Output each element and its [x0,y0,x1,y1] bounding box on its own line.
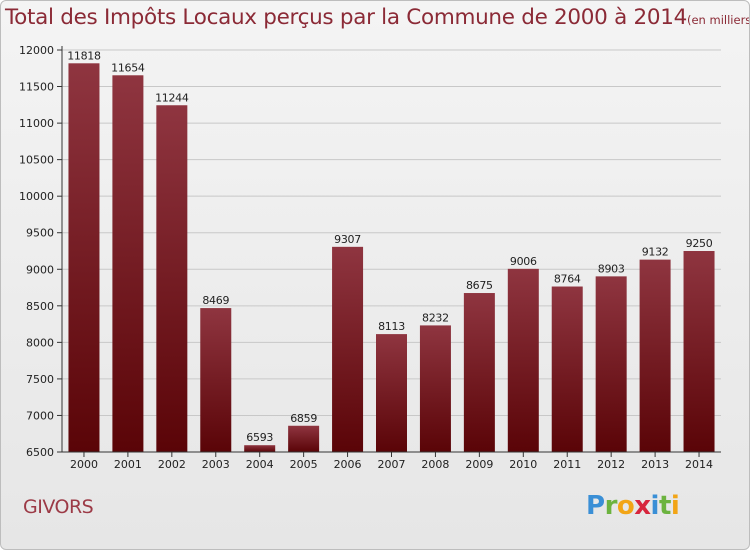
data-label: 9307 [334,233,361,246]
logo-letter: t [658,491,671,521]
x-tick-label: 2000 [70,458,98,471]
y-tick-label: 12000 [19,44,54,57]
x-tick-label: 2004 [246,458,274,471]
data-label: 9006 [510,255,537,268]
y-tick-label: 11000 [19,117,54,130]
logo-letter: P [586,491,605,521]
axes: 6500 7000 7500 8000 8500 9000 9500 10000 10500 11… [19,44,721,471]
bar-2007 [376,334,407,452]
bar-2010 [507,268,539,452]
y-tick-label: 9000 [26,263,54,276]
x-tick-label: 2010 [509,458,537,471]
x-tick-label: 2006 [334,458,362,471]
x-tick-label: 2002 [158,458,186,471]
data-label: 8469 [202,294,229,307]
bar-2011 [551,286,583,452]
bar-2003 [200,308,232,452]
y-tick-label: 7500 [26,373,54,386]
chart-title: Total des Impôts Locaux perçus par la Co… [5,5,750,30]
data-label: 8903 [598,262,625,275]
chart-title-unit: (en milliers d'€) [687,13,750,27]
y-tick-label: 10000 [19,190,54,203]
data-label: 11654 [111,61,145,74]
bar-2005 [288,425,320,452]
bar-2006 [332,246,364,452]
x-tick-label: 2012 [597,458,625,471]
x-tick-label: 2009 [465,458,493,471]
logo-letter: i [670,491,680,521]
bar-2012 [595,276,627,452]
x-tick-label: 2001 [114,458,142,471]
bar-2004 [244,445,276,452]
x-tick-label: 2014 [685,458,713,471]
chart-title-text: Total des Impôts Locaux perçus par la Co… [5,5,687,30]
y-tick-label: 11500 [19,81,54,94]
bar-2001 [112,75,144,452]
data-label: 11818 [67,49,101,62]
data-label: 8113 [378,320,405,333]
bar-2008 [419,325,451,452]
x-tick-label: 2011 [553,458,581,471]
logo-letter: x [634,491,651,521]
y-tick-label: 6500 [26,446,54,459]
data-label: 9250 [686,237,713,250]
x-tick-label: 2013 [641,458,669,471]
y-tick-label: 8500 [26,300,54,313]
bar-2013 [639,259,671,452]
data-label: 8675 [466,279,493,292]
x-tick-label: 2005 [290,458,318,471]
data-label: 8764 [554,273,581,286]
data-label: 6859 [290,412,317,425]
y-tick-label: 9500 [26,227,54,240]
y-tick-label: 10500 [19,154,54,167]
bar-2002 [156,105,188,453]
bar-2014 [683,251,715,452]
x-tick-label: 2007 [378,458,406,471]
data-label: 9132 [642,246,669,259]
data-label: 11244 [155,91,189,104]
proxiti-logo[interactable]: Proxiti [586,491,680,521]
y-tick-label: 8000 [26,336,54,349]
bars [68,63,715,453]
logo-letter: o [616,491,635,521]
commune-name: GIVORS [23,496,94,518]
bar-2009 [463,293,495,452]
x-tick-label: 2008 [421,458,449,471]
y-tick-label: 7000 [26,409,54,422]
logo-letter: i [650,491,660,521]
x-tick-label: 2003 [202,458,230,471]
data-label: 6593 [246,431,273,444]
data-labels: 11818 11654 11244 8469 6593 6859 9307 8113 8232 8… [67,49,713,444]
data-label: 8232 [422,311,449,324]
bar-2000 [68,63,100,452]
logo-letter: r [604,491,618,521]
